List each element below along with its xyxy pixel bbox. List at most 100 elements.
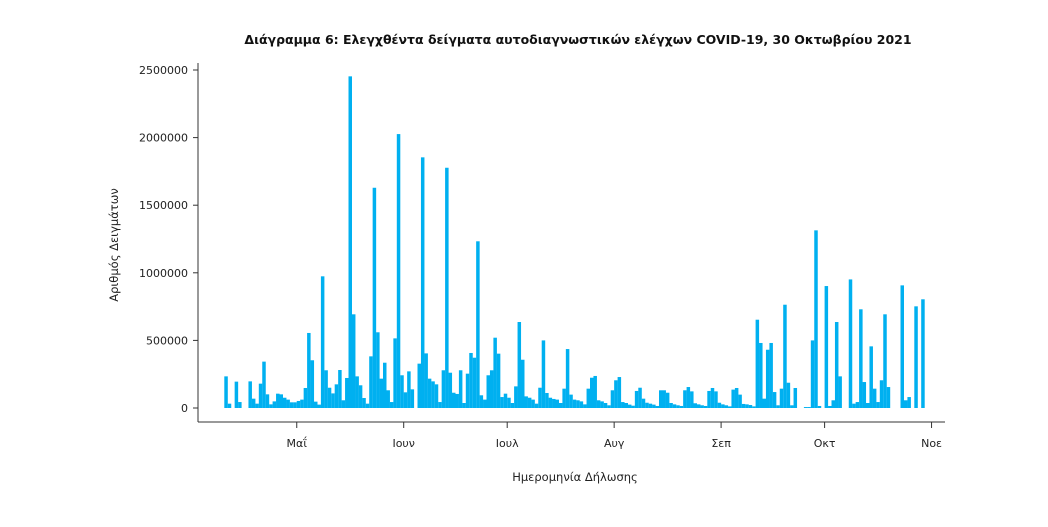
bar [279, 394, 283, 408]
bar [500, 397, 504, 408]
x-ticks: Μαΐ Ιουν Ιουλ Αυγ Σεπ Οκτ Νοε [287, 422, 942, 450]
bar [379, 378, 384, 408]
bar [803, 407, 808, 408]
bar [472, 357, 477, 408]
bar [583, 404, 587, 408]
bar [607, 405, 611, 408]
bar [793, 387, 798, 408]
bar [848, 279, 853, 408]
bar [738, 394, 742, 408]
bar [772, 392, 777, 408]
bar [866, 403, 870, 408]
bar [655, 405, 660, 408]
bar [462, 403, 466, 408]
bar [376, 332, 380, 408]
y-ticks: 0 500000 1000000 1500000 2000000 2500000 [139, 64, 198, 415]
bar [552, 398, 556, 408]
bar [296, 400, 301, 408]
bar [234, 381, 239, 408]
bar [731, 389, 735, 408]
bar [393, 338, 397, 408]
bar [483, 399, 487, 408]
bar [810, 340, 815, 408]
bar [717, 402, 722, 408]
bar [303, 387, 308, 408]
bar [724, 405, 729, 408]
bar [734, 387, 739, 408]
bar [914, 306, 918, 408]
bar [503, 393, 508, 408]
bar [676, 405, 680, 408]
bar [883, 314, 887, 408]
bar [779, 388, 784, 408]
bar [872, 388, 877, 408]
bar [921, 299, 925, 408]
bar [814, 230, 818, 408]
bar [783, 304, 787, 408]
bar [596, 400, 601, 408]
bar [652, 404, 656, 408]
bar [424, 353, 428, 408]
bar [510, 403, 515, 408]
bar [759, 342, 763, 408]
bar [621, 402, 625, 408]
x-tick-label: Οκτ [814, 437, 836, 450]
bar [238, 402, 242, 408]
bar [610, 390, 615, 408]
bar [348, 76, 352, 408]
bar [289, 402, 294, 408]
bar [434, 384, 439, 408]
bar [438, 402, 442, 408]
bar [752, 406, 756, 408]
bar [314, 401, 318, 408]
x-tick-label: Μαΐ [287, 436, 308, 450]
bar [265, 394, 270, 408]
bar [541, 340, 546, 408]
bar [886, 387, 891, 408]
bar [824, 286, 829, 408]
bar [900, 285, 904, 408]
bar [227, 403, 232, 408]
bar [293, 402, 297, 408]
bar [834, 322, 839, 408]
bar [807, 407, 811, 408]
bar [907, 397, 911, 408]
y-tick-label: 2000000 [139, 132, 188, 145]
bar [448, 372, 453, 408]
y-tick-label: 1000000 [139, 267, 188, 280]
bar [514, 386, 518, 408]
bar [286, 399, 290, 408]
bar [255, 403, 259, 408]
bar [224, 376, 228, 408]
bar [410, 389, 415, 408]
bar [562, 388, 566, 408]
bar [879, 380, 884, 408]
bar [521, 359, 525, 408]
bar [400, 375, 404, 408]
bar [489, 370, 494, 408]
bar [748, 405, 753, 408]
bar [683, 390, 687, 408]
bar [648, 403, 653, 408]
bar [507, 397, 511, 408]
bar [693, 403, 697, 408]
bar [617, 377, 622, 408]
bar [531, 399, 535, 408]
bar [703, 405, 708, 408]
bar [341, 400, 346, 408]
bar [852, 403, 856, 408]
bar [679, 405, 684, 408]
bar [407, 371, 411, 408]
bar [455, 393, 459, 408]
bar [755, 319, 760, 408]
x-tick-label: Ιουλ [496, 437, 519, 450]
bar [903, 400, 908, 408]
bar [590, 377, 594, 408]
bar [534, 403, 539, 408]
bar [493, 337, 497, 408]
bar [745, 404, 749, 408]
y-tick-label: 1500000 [139, 199, 188, 212]
bar [431, 381, 435, 408]
bar [686, 387, 691, 408]
